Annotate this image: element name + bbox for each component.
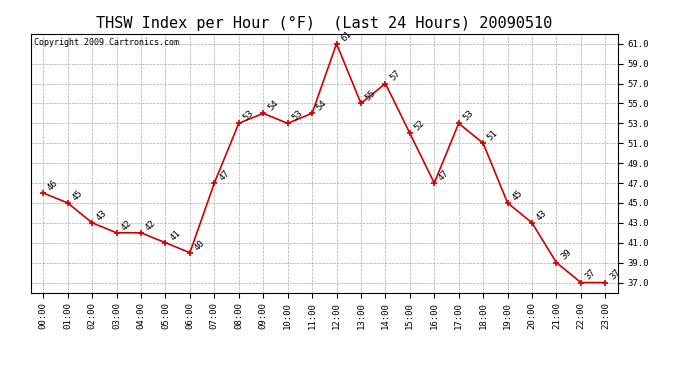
- Text: 43: 43: [95, 208, 109, 222]
- Text: 47: 47: [437, 168, 451, 182]
- Text: 41: 41: [168, 228, 182, 242]
- Text: 51: 51: [486, 129, 500, 142]
- Text: 61: 61: [339, 29, 353, 43]
- Text: 46: 46: [46, 178, 60, 192]
- Text: 37: 37: [584, 268, 598, 282]
- Text: 54: 54: [266, 99, 280, 112]
- Text: 57: 57: [388, 69, 402, 83]
- Text: 42: 42: [144, 218, 158, 232]
- Text: 43: 43: [535, 208, 549, 222]
- Title: THSW Index per Hour (°F)  (Last 24 Hours) 20090510: THSW Index per Hour (°F) (Last 24 Hours)…: [96, 16, 553, 31]
- Text: 53: 53: [462, 109, 475, 123]
- Text: 53: 53: [290, 109, 304, 123]
- Text: 40: 40: [193, 238, 206, 252]
- Text: 37: 37: [608, 268, 622, 282]
- Text: 39: 39: [559, 248, 573, 262]
- Text: 55: 55: [364, 88, 377, 103]
- Text: 45: 45: [511, 188, 524, 202]
- Text: Copyright 2009 Cartronics.com: Copyright 2009 Cartronics.com: [34, 38, 179, 46]
- Text: 42: 42: [119, 218, 133, 232]
- Text: 47: 47: [217, 168, 231, 182]
- Text: 52: 52: [413, 118, 426, 132]
- Text: 54: 54: [315, 99, 329, 112]
- Text: 53: 53: [241, 109, 255, 123]
- Text: 45: 45: [70, 188, 84, 202]
